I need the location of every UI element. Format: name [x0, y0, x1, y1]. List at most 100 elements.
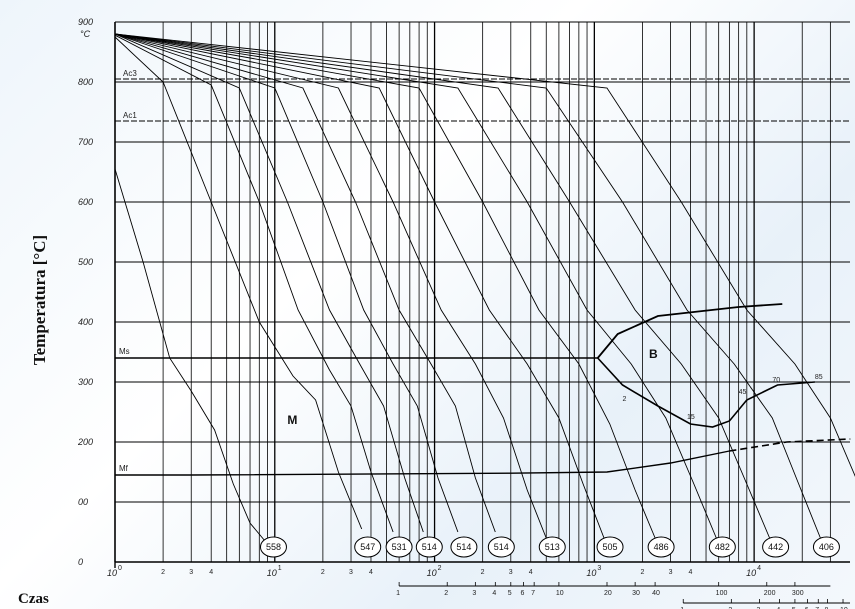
- x-tick-exponent: 1: [278, 565, 282, 572]
- hardness-value: 514: [456, 542, 471, 552]
- x-tick-label: 10: [586, 568, 596, 578]
- cooling-curve: [114, 33, 821, 539]
- y-axis-label: Temperatura [°C]: [30, 235, 49, 365]
- region-label-m: M: [287, 413, 297, 427]
- x-minor-label: 2: [161, 569, 165, 576]
- minute-label: 10: [556, 590, 564, 597]
- phase-percent-label: 2: [622, 396, 626, 403]
- x-tick-label: 10: [107, 568, 117, 578]
- hardness-circle: [647, 536, 675, 558]
- y-tick-label: 400: [78, 317, 93, 327]
- minute-label: 100: [716, 590, 728, 597]
- x-tick-exponent: 2: [438, 565, 442, 572]
- hardness-value: 486: [654, 542, 669, 552]
- minute-label: 5: [508, 590, 512, 597]
- minute-label: 200: [764, 590, 776, 597]
- ac3-label: Ac3: [123, 69, 137, 78]
- hardness-circle: [762, 536, 790, 558]
- x-minor-label: 2: [321, 569, 325, 576]
- y-tick-label: 600: [78, 197, 93, 207]
- x-minor-label: 4: [369, 569, 373, 576]
- phase-percent-label: 70: [772, 377, 780, 384]
- cooling-curve: [114, 33, 855, 477]
- hardness-value: 513: [545, 542, 560, 552]
- hour-label: 2: [728, 607, 732, 609]
- hour-label: 8: [825, 607, 829, 609]
- y-tick-label: 700: [78, 137, 93, 147]
- hardness-circle: [259, 536, 287, 558]
- minute-label: 1: [396, 590, 400, 597]
- y-tick-label: 00: [78, 497, 88, 507]
- x-minor-label: 3: [189, 569, 193, 576]
- minute-label: 6: [520, 590, 524, 597]
- grid: [114, 21, 850, 604]
- phase-percent-label: 45: [739, 389, 747, 396]
- minute-label: 20: [604, 590, 612, 597]
- minute-label: 300: [792, 590, 804, 597]
- x-tick-label: 10: [267, 568, 277, 578]
- cooling-curve: [114, 36, 363, 530]
- cooling-curve: [114, 34, 394, 533]
- cooling-curve: [114, 33, 605, 539]
- x-minor-label: 3: [509, 569, 513, 576]
- mf-curve-dashed: [729, 438, 851, 452]
- hardness-value: 547: [360, 542, 375, 552]
- x-minor-label: 2: [640, 569, 644, 576]
- ac1-label: Ac1: [123, 111, 137, 120]
- y-tick-label: 900: [78, 17, 93, 27]
- cooling-curve: [114, 33, 771, 539]
- x-tick-exponent: 0: [118, 565, 122, 572]
- hardness-value: 505: [603, 542, 618, 552]
- x-tick-exponent: 3: [597, 565, 601, 572]
- y-tick-label: 800: [78, 77, 93, 87]
- cooling-curve: [114, 33, 424, 533]
- hardness-circle: [596, 536, 624, 558]
- hardness-value: 558: [266, 542, 281, 552]
- cooling-curves: [114, 33, 855, 545]
- hardness-circle: [538, 536, 566, 558]
- hardness-value: 482: [715, 542, 730, 552]
- minute-label: 3: [472, 590, 476, 597]
- hardness-circle: [487, 536, 515, 558]
- hour-label: 5: [792, 607, 796, 609]
- x-tick-label: 10: [746, 568, 756, 578]
- cooling-curve: [114, 33, 547, 539]
- x-minor-label: 4: [689, 569, 693, 576]
- hour-label: 3: [756, 607, 760, 609]
- hour-label: 7: [815, 607, 819, 609]
- x-minor-label: 4: [209, 569, 213, 576]
- x-minor-label: 3: [669, 569, 673, 576]
- bainite-start-curve: [597, 303, 783, 359]
- hardness-value: 442: [768, 542, 783, 552]
- hour-label: 6: [805, 607, 809, 609]
- y-tick-label: 0: [78, 557, 83, 567]
- region-label-b: B: [649, 347, 658, 361]
- y-unit-label: °C: [80, 29, 91, 39]
- minute-label: 40: [652, 590, 660, 597]
- hardness-value: 514: [494, 542, 509, 552]
- hour-label: 10: [840, 607, 848, 609]
- x-minor-label: 2: [481, 569, 485, 576]
- y-tick-label: 500: [78, 257, 93, 267]
- y-tick-label: 300: [78, 377, 93, 387]
- bainite-finish-curve: [597, 357, 815, 428]
- x-tick-exponent: 4: [757, 565, 761, 572]
- x-axis-label: Czas: [18, 591, 49, 607]
- mf-curve-solid: [191, 450, 730, 476]
- hardness-circle: [450, 536, 478, 558]
- hardness-value: 531: [392, 542, 407, 552]
- cooling-curve: [114, 33, 496, 533]
- hour-label: 4: [776, 607, 780, 609]
- hardness-value: 514: [422, 542, 437, 552]
- mf-label: Mf: [119, 464, 129, 473]
- minute-label: 7: [531, 590, 535, 597]
- hardness-circle: [708, 536, 736, 558]
- hardness-circle: [812, 536, 840, 558]
- ms-label: Ms: [119, 347, 130, 356]
- phase-percent-label: 15: [687, 414, 695, 421]
- cooling-curve: [114, 168, 268, 545]
- hardness-circle: [385, 536, 413, 558]
- minute-label: 2: [444, 590, 448, 597]
